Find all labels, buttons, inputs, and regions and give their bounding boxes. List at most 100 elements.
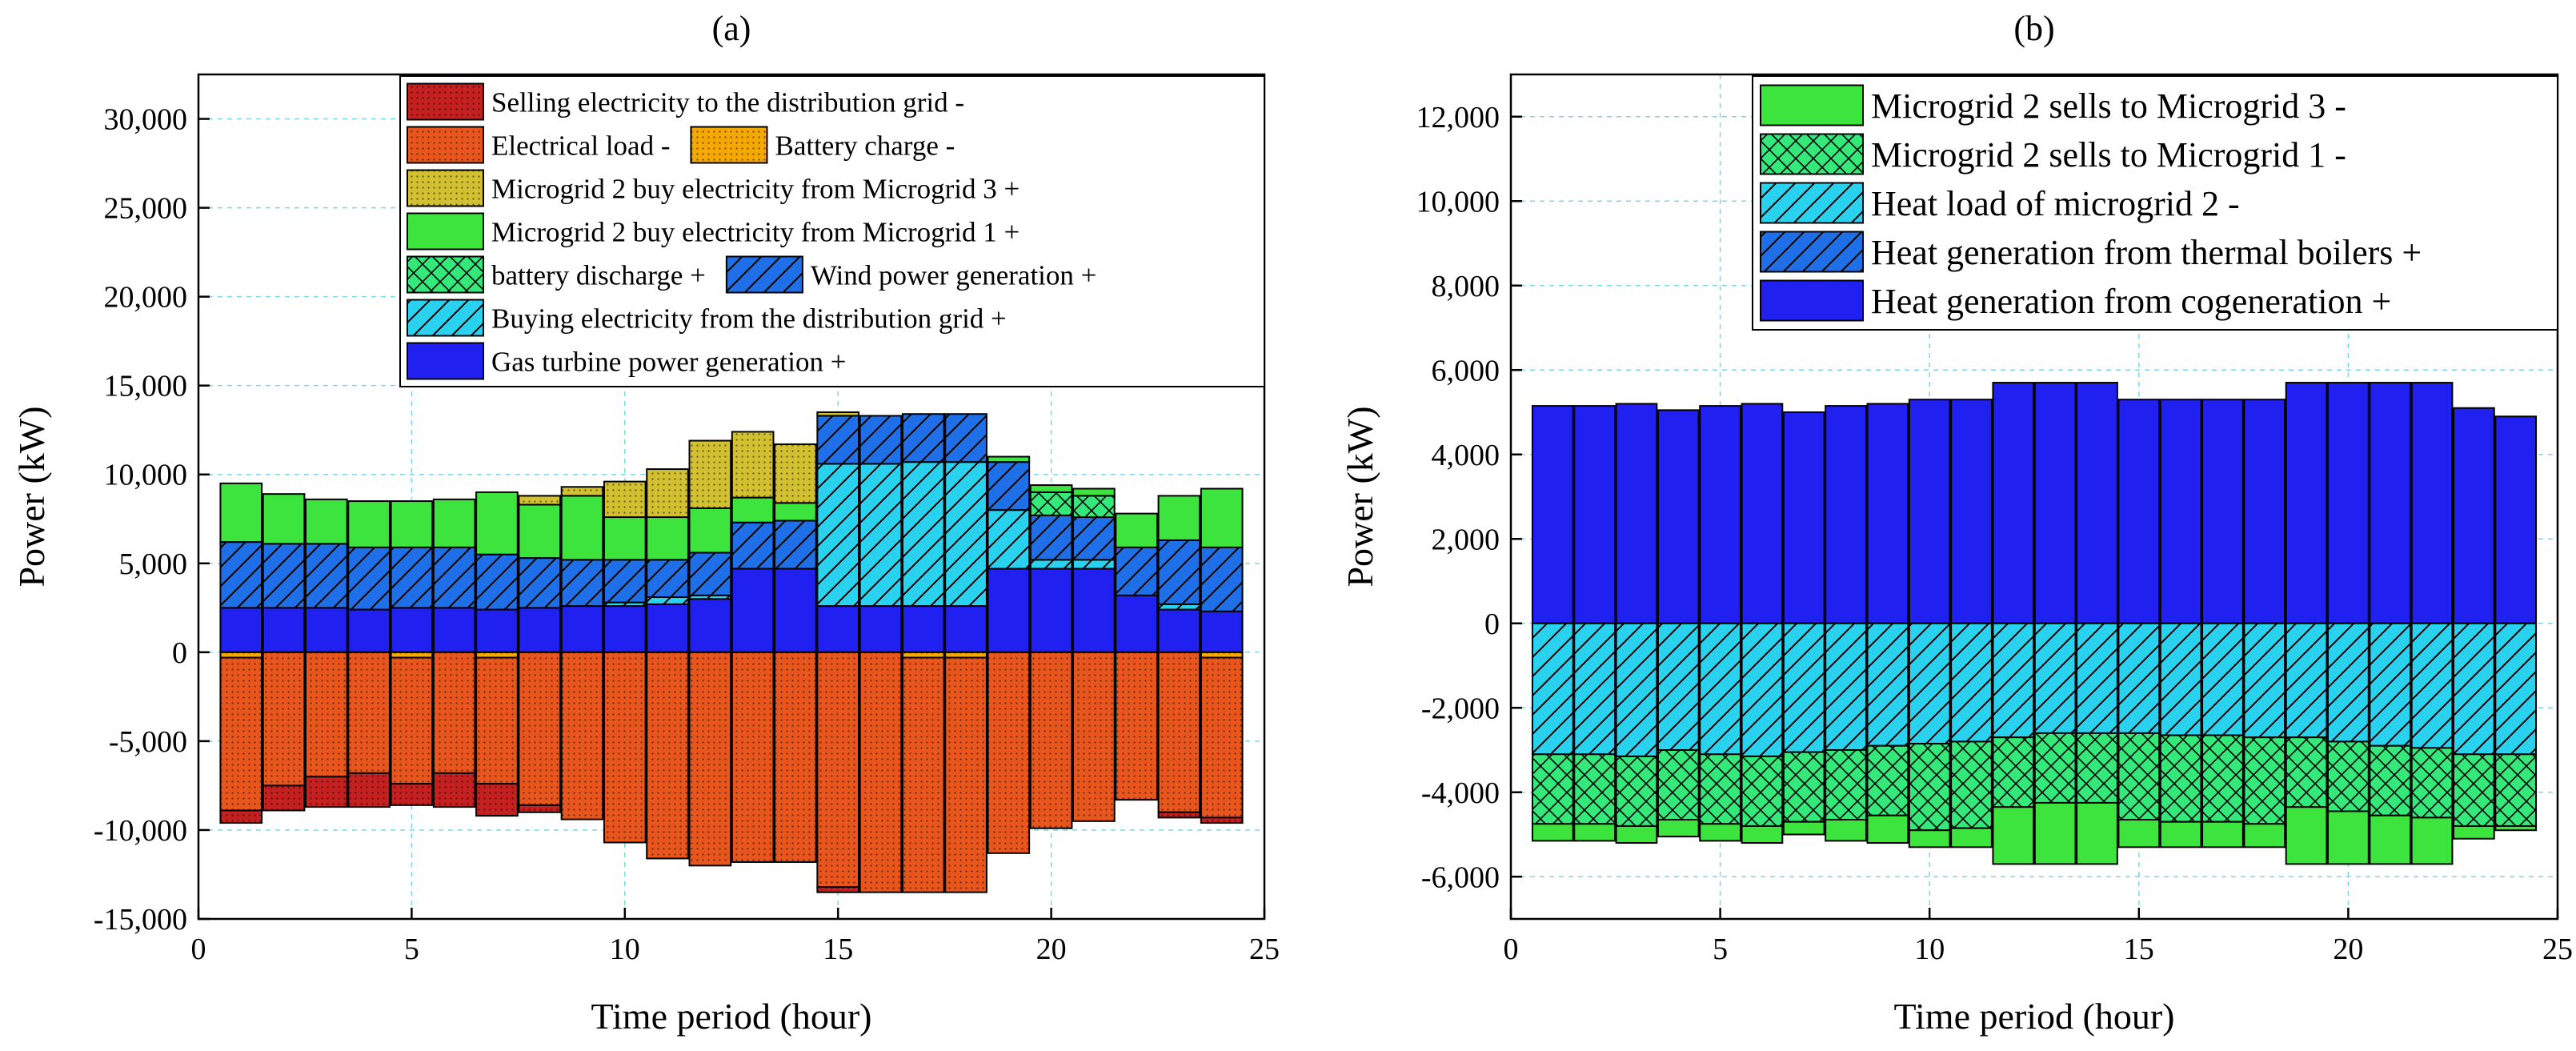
panel-b-legend-swatch-heat-generation-from-thermal-boilers-outline — [1760, 231, 1864, 273]
panel-a-bar-buying-electricity-from-the-distribution-grid-t17-pattern — [902, 462, 944, 607]
panel-b-bar-heat-load-of-microgrid-2-t12-pattern — [1993, 623, 2034, 738]
panel-a-legend-label-buying-electricity-from-the-distribution-grid: Buying electricity from the distribution… — [491, 303, 1007, 334]
panel-a-xtick-label: 0 — [191, 933, 206, 966]
panel-a-bar-buying-electricity-from-the-distribution-grid-t19-pattern — [988, 510, 1030, 569]
panel-a-bar-gas-turbine-power-generation-t15 — [817, 606, 859, 652]
panel-a-bar-selling-electricity-to-the-distribution-grid-t4-outline — [347, 772, 391, 808]
panel-a-bar-microgrid-2-buy-electricity-from-microgrid-3-t15-outline — [816, 411, 860, 417]
panel-a-bar-electrical-load-t16-pattern — [859, 652, 902, 893]
panel-a-legend-swatch-gas-turbine-power-generation-outline — [407, 342, 484, 380]
panel-b-bar-microgrid-2-sells-to-microgrid-3-t6 — [1741, 825, 1783, 844]
panel-b-bar-microgrid-2-sells-to-microgrid-3-t23 — [2453, 825, 2494, 839]
panel-b-xtick-label: 5 — [1713, 933, 1728, 966]
panel-a-bar-gas-turbine-power-generation-t10 — [603, 606, 646, 652]
panel-a-legend-swatch-gas-turbine-power-generation — [407, 343, 483, 379]
panel-b-ytick-label: 4,000 — [1432, 439, 1500, 472]
panel-a-ylabel: Power (kW) — [11, 406, 52, 587]
panel-b-bar-microgrid-2-sells-to-microgrid-3-t13-outline — [2033, 801, 2077, 865]
panel-a-bar-electrical-load-t17-outline — [901, 656, 945, 893]
panel-a-bar-electrical-load-t6-pattern — [433, 652, 475, 773]
panel-a-bar-gas-turbine-power-generation-t14 — [775, 568, 816, 652]
panel-b-bar-heat-generation-from-cogeneration-t4 — [1657, 410, 1699, 624]
panel-a-bar-wind-power-generation-t3-pattern — [305, 544, 347, 608]
panel-a-bar-microgrid-2-buy-electricity-from-microgrid-3-t9-outline — [560, 486, 604, 497]
panel-a-bar-microgrid-2-buy-electricity-from-microgrid-1-t1 — [220, 483, 262, 543]
panel-a-bar-electrical-load-t13-outline — [731, 651, 775, 863]
panel-b-bar-microgrid-2-sells-to-microgrid-3-t13 — [2034, 802, 2076, 864]
panel-b-bar-heat-load-of-microgrid-2-t1-pattern — [1532, 623, 1573, 755]
panel-b-bar-microgrid-2-sells-to-microgrid-1-t17-pattern — [2202, 735, 2243, 822]
panel-a-bar-gas-turbine-power-generation-t21 — [1073, 568, 1115, 652]
panel-b-bar-microgrid-2-sells-to-microgrid-1-t19-pattern — [2286, 737, 2327, 808]
panel-a-bar-wind-power-generation-t10-pattern — [603, 560, 646, 603]
panel-b-bar-microgrid-2-sells-to-microgrid-3-t17 — [2202, 821, 2243, 848]
panel-a-bar-electrical-load-t10-outline — [603, 651, 647, 844]
panel-b-bar-microgrid-2-sells-to-microgrid-1-t10-pattern — [1909, 744, 1950, 831]
panel-a-bar-microgrid-2-buy-electricity-from-microgrid-3-t13-pattern — [731, 431, 774, 498]
panel-b-bar-heat-generation-from-cogeneration-t16 — [2160, 399, 2201, 624]
panel-a-ytick-label: 0 — [172, 636, 187, 670]
panel-b-bar-microgrid-2-sells-to-microgrid-3-t20 — [2328, 811, 2369, 864]
panel-a-bar-microgrid-2-buy-electricity-from-microgrid-1-t4-outline — [347, 500, 391, 548]
panel-a-bar-microgrid-2-buy-electricity-from-microgrid-3-t9-pattern — [561, 487, 603, 496]
panel-a-bar-buying-electricity-from-the-distribution-grid-t15-pattern — [817, 463, 859, 607]
panel-b-legend-swatch-heat-load-of-microgrid-2-pattern — [1761, 183, 1863, 223]
panel-a-bar-selling-electricity-to-the-distribution-grid-t6-pattern — [433, 772, 475, 808]
panel-a-bar-microgrid-2-buy-electricity-from-microgrid-3-t11-outline — [646, 468, 689, 519]
panel-a-bar-gas-turbine-power-generation-t3 — [305, 608, 347, 652]
panel-b-legend-label-microgrid-2-sells-to-microgrid-3: Microgrid 2 sells to Microgrid 3 - — [1871, 86, 2346, 126]
panel-a-ytick-label: 25,000 — [104, 192, 188, 226]
panel-a-legend-label-electrical-load: Electrical load - — [491, 130, 670, 161]
panel-a-bar-wind-power-generation-t7-pattern — [476, 554, 518, 610]
panel-a-legend-swatch-buying-electricity-from-the-distribution-grid-outline — [407, 299, 484, 337]
panel-a-bar-microgrid-2-buy-electricity-from-microgrid-1-t6 — [433, 499, 475, 548]
panel-b-bar-microgrid-2-sells-to-microgrid-3-t5 — [1700, 824, 1741, 841]
panel-b-bar-microgrid-2-sells-to-microgrid-3-t12 — [1993, 807, 2034, 864]
panel-b-bar-microgrid-2-sells-to-microgrid-3-t16 — [2160, 821, 2201, 848]
panel-b-bar-microgrid-2-sells-to-microgrid-1-t4-pattern — [1657, 750, 1699, 820]
panel-a-bar-microgrid-2-buy-electricity-from-microgrid-3-t12-outline — [688, 439, 732, 509]
panel-a-ytick-label: -10,000 — [94, 814, 187, 848]
panel-a-bar-selling-electricity-to-the-distribution-grid-t5-pattern — [391, 784, 433, 805]
panel-b-bar-microgrid-2-sells-to-microgrid-3-t14 — [2077, 802, 2117, 864]
panel-a-bar-gas-turbine-power-generation-t16 — [859, 606, 902, 652]
panel-a-bar-electrical-load-t10-pattern — [603, 652, 646, 843]
panel-b-bar-microgrid-2-sells-to-microgrid-1-t13-pattern — [2034, 732, 2076, 803]
panel-b-bar-microgrid-2-sells-to-microgrid-3-t24-outline — [2494, 824, 2538, 832]
panel-a-bar-selling-electricity-to-the-distribution-grid-t24-pattern — [1200, 817, 1243, 824]
panel-b-bar-microgrid-2-sells-to-microgrid-1-t20-pattern — [2328, 741, 2369, 812]
panel-b-bar-heat-load-of-microgrid-2-t23-pattern — [2453, 623, 2494, 755]
panel-a-bar-battery-discharge-t21-pattern — [1073, 495, 1115, 518]
panel-a-legend-swatch-wind-power-generation-outline — [725, 255, 803, 294]
panel-b-bar-microgrid-2-sells-to-microgrid-3-t7-outline — [1782, 820, 1825, 836]
panel-a-bar-gas-turbine-power-generation-t8 — [519, 608, 561, 652]
panel-b-bar-heat-generation-from-cogeneration-t24 — [2495, 416, 2537, 624]
panel-a-bar-microgrid-2-buy-electricity-from-microgrid-1-t19-outline — [987, 455, 1031, 463]
panel-b-bar-heat-load-of-microgrid-2-t22-pattern — [2411, 623, 2453, 748]
panel-a-bar-gas-turbine-power-generation-t5 — [391, 608, 433, 652]
panel-a-bar-microgrid-2-buy-electricity-from-microgrid-1-t20 — [1030, 485, 1072, 492]
panel-a-xtick-label: 10 — [610, 933, 640, 966]
panel-b-bar-heat-generation-from-cogeneration-t8 — [1825, 406, 1866, 624]
panel-b-bar-microgrid-2-sells-to-microgrid-3-t10-outline — [1908, 829, 1951, 848]
panel-a-bar-microgrid-2-buy-electricity-from-microgrid-3-t13-outline — [731, 431, 775, 499]
panel-a-legend-swatch-battery-discharge-outline — [407, 255, 484, 294]
panel-a-bar-selling-electricity-to-the-distribution-grid-t7-pattern — [476, 784, 518, 816]
panel-b-legend-label-heat-generation-from-thermal-boilers: Heat generation from thermal boilers + — [1871, 233, 2422, 272]
panel-b-ytick-label: 10,000 — [1416, 185, 1500, 219]
panel-a-bar-electrical-load-t3-pattern — [305, 652, 347, 777]
panel-b-bar-microgrid-2-sells-to-microgrid-3-t20-outline — [2327, 810, 2370, 865]
panel-a-bar-microgrid-2-buy-electricity-from-microgrid-1-t11 — [647, 517, 688, 560]
panel-a-bar-wind-power-generation-t14-pattern — [775, 520, 816, 569]
panel-b-bar-heat-load-of-microgrid-2-t13-pattern — [2034, 623, 2076, 733]
panel-b-bar-heat-load-of-microgrid-2-t21-pattern — [2370, 623, 2411, 746]
panel-a-bar-selling-electricity-to-the-distribution-grid-t8-pattern — [519, 804, 561, 812]
panel-a-bar-microgrid-2-buy-electricity-from-microgrid-1-t20-outline — [1029, 484, 1073, 493]
panel-a-bar-microgrid-2-buy-electricity-from-microgrid-1-t21 — [1073, 488, 1115, 496]
panel-b-bar-heat-generation-from-cogeneration-t5 — [1700, 406, 1741, 624]
panel-a-legend: Selling electricity to the distribution … — [399, 75, 1265, 387]
panel-a-bar-battery-charge-t18-pattern — [945, 652, 987, 658]
panel-a-xtick-label: 20 — [1036, 933, 1067, 966]
panel-b-legend-swatch-heat-generation-from-thermal-boilers-pattern — [1761, 231, 1863, 272]
panel-a-ytick-label: 10,000 — [104, 459, 188, 492]
